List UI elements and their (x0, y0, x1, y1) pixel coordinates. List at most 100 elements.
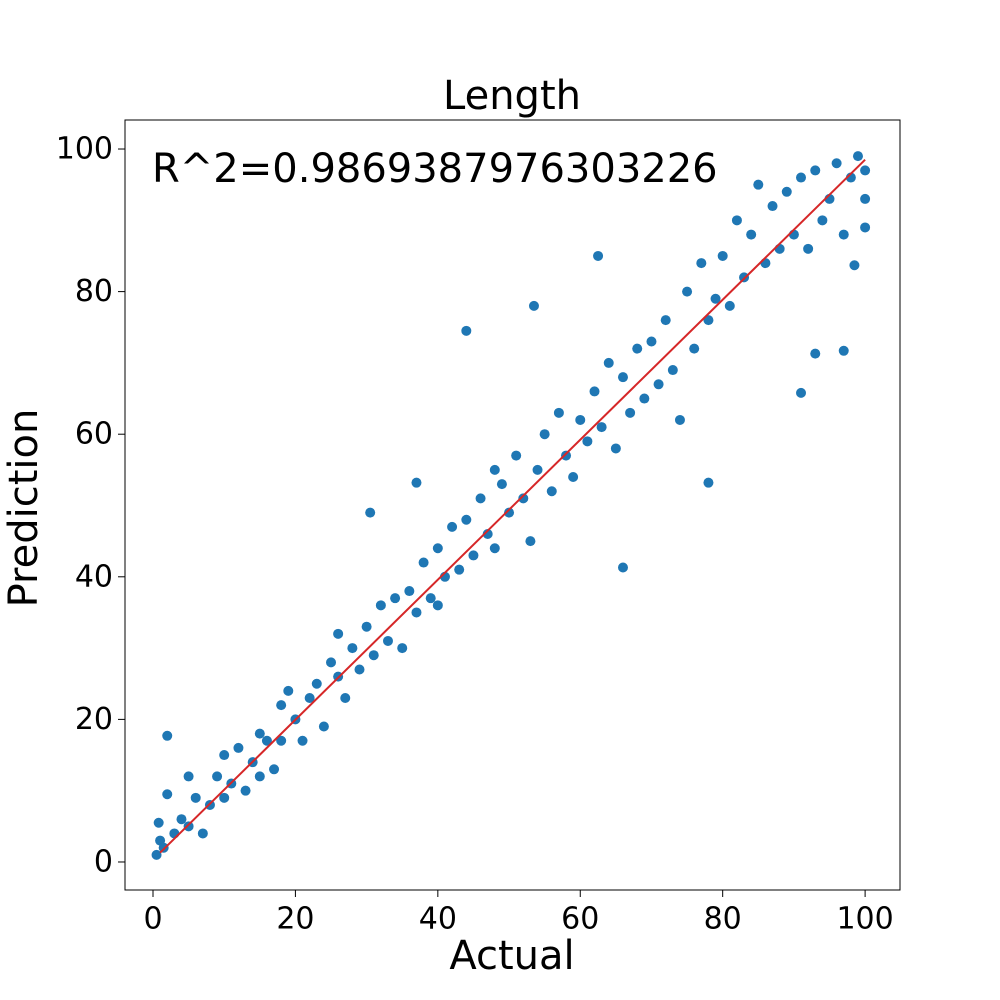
point (860, 165, 871, 176)
x-tick-label: 40 (419, 902, 457, 937)
point (482, 529, 493, 540)
point (532, 464, 543, 475)
point (767, 201, 778, 212)
point (354, 664, 365, 675)
point (283, 685, 294, 696)
point (575, 414, 586, 425)
point (276, 735, 287, 746)
plot-frame (124, 119, 901, 891)
point (219, 750, 230, 761)
point (297, 735, 308, 746)
x-tick-label: 80 (704, 902, 742, 937)
point (269, 764, 280, 775)
point (153, 817, 164, 828)
point (382, 635, 393, 646)
point (340, 692, 351, 703)
point (404, 586, 415, 597)
point (233, 742, 244, 753)
point (461, 325, 472, 336)
point (361, 621, 372, 632)
y-axis-label: Prediction (1, 409, 47, 608)
x-tick-label: 0 (143, 902, 162, 937)
point (397, 643, 408, 654)
point (528, 300, 539, 311)
point (240, 785, 251, 796)
point (568, 471, 579, 482)
point (717, 250, 728, 261)
point (781, 186, 792, 197)
point (261, 735, 272, 746)
point (753, 179, 764, 190)
point (304, 692, 315, 703)
point (254, 771, 265, 782)
point (212, 771, 223, 782)
point (525, 536, 536, 547)
point (810, 165, 821, 176)
x-axis-label: Actual (449, 933, 574, 979)
point (682, 286, 693, 297)
y-tick-label: 20 (75, 702, 113, 737)
point (318, 721, 329, 732)
point (183, 821, 194, 832)
point (703, 315, 714, 326)
point (461, 514, 472, 525)
point (190, 792, 201, 803)
point (593, 250, 604, 261)
point (817, 215, 828, 226)
point (219, 792, 230, 803)
point (347, 643, 358, 654)
point (689, 343, 700, 354)
point (546, 486, 557, 497)
point (432, 600, 443, 611)
y-tick-label: 40 (75, 559, 113, 594)
point (831, 158, 842, 169)
point (596, 422, 607, 433)
y-tick-label: 80 (75, 274, 113, 309)
x-tick-label: 100 (836, 902, 893, 937)
point (432, 543, 443, 554)
fit-line (159, 158, 866, 854)
point (860, 222, 871, 233)
x-tick-label: 60 (561, 902, 599, 937)
point (646, 336, 657, 347)
point (276, 700, 287, 711)
point (667, 365, 678, 376)
point (561, 450, 572, 461)
point (169, 828, 180, 839)
point (703, 477, 714, 488)
point (660, 315, 671, 326)
point (151, 849, 162, 860)
point (425, 593, 436, 604)
point (674, 414, 685, 425)
point (489, 464, 500, 475)
point (796, 387, 807, 398)
point (162, 789, 173, 800)
point (838, 345, 849, 356)
point (311, 678, 322, 689)
point (183, 771, 194, 782)
point (860, 193, 871, 204)
point (553, 407, 564, 418)
point (746, 229, 757, 240)
point (810, 348, 821, 359)
point (511, 450, 522, 461)
annotation: R^2=0.9869387976303226 (152, 146, 718, 192)
y-tick-label: 100 (56, 132, 113, 167)
point (774, 243, 785, 254)
point (803, 243, 814, 254)
point (418, 557, 429, 568)
point (518, 493, 529, 504)
point (796, 172, 807, 183)
point (468, 550, 479, 561)
point (838, 229, 849, 240)
y-tick-label: 0 (94, 844, 113, 879)
point (625, 407, 636, 418)
point (162, 730, 173, 741)
point (496, 479, 507, 490)
x-tick-label: 20 (276, 902, 314, 937)
point (365, 507, 376, 518)
point (454, 564, 465, 575)
point (610, 443, 621, 454)
point (411, 477, 422, 488)
point (333, 628, 344, 639)
